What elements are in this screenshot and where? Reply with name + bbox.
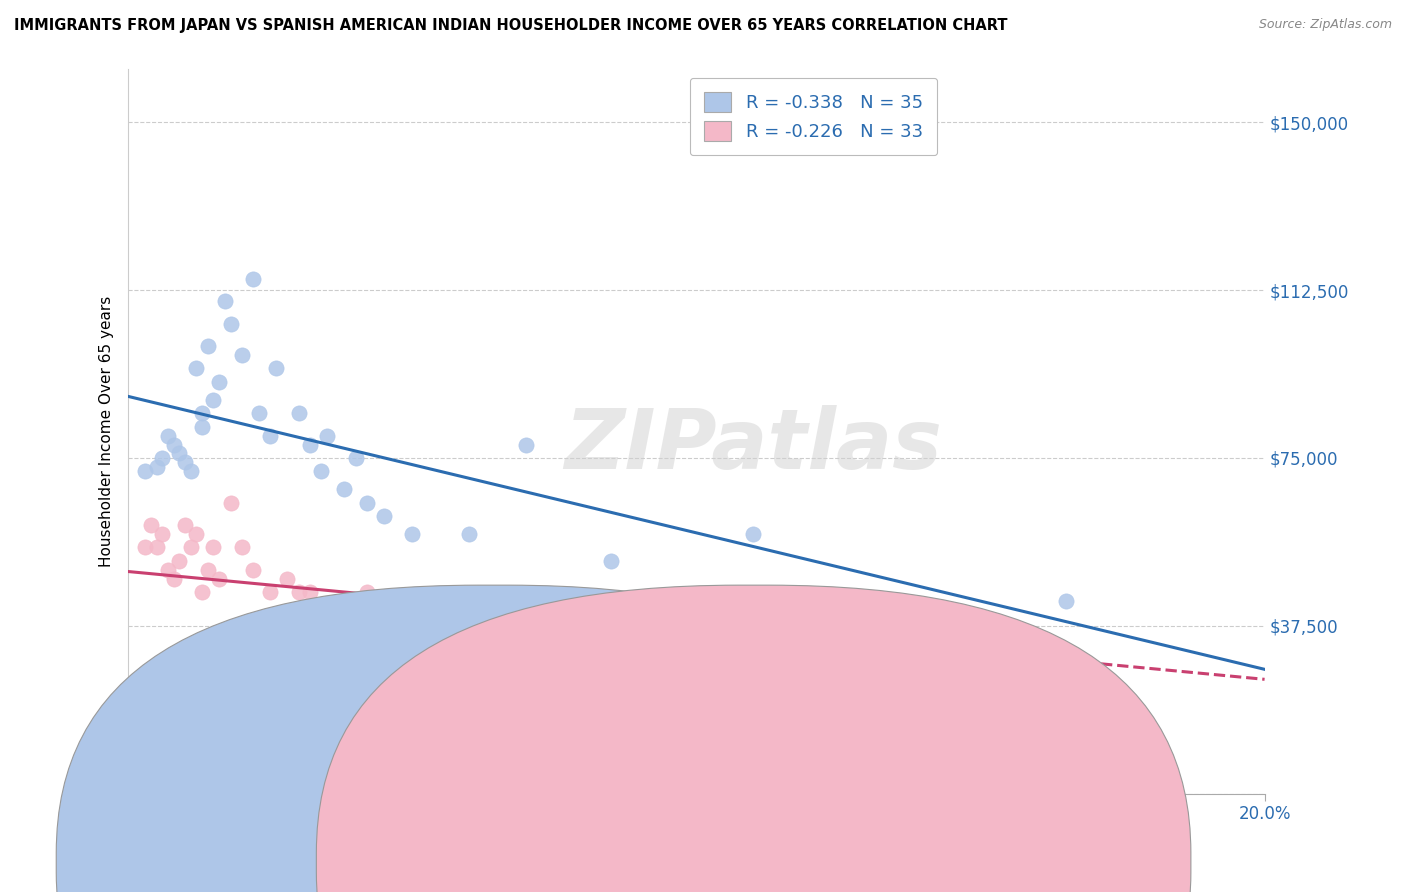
Point <box>742 527 765 541</box>
Point <box>344 450 367 465</box>
Point <box>356 585 378 599</box>
Point <box>191 419 214 434</box>
Point <box>373 509 395 524</box>
Point <box>316 616 339 631</box>
Point <box>356 496 378 510</box>
Point <box>299 437 322 451</box>
Point <box>122 742 145 756</box>
Text: ZIPatlas: ZIPatlas <box>564 405 942 486</box>
Text: IMMIGRANTS FROM JAPAN VS SPANISH AMERICAN INDIAN HOUSEHOLDER INCOME OVER 65 YEAR: IMMIGRANTS FROM JAPAN VS SPANISH AMERICA… <box>14 18 1008 33</box>
Point <box>242 272 264 286</box>
Point <box>202 541 225 555</box>
Point <box>344 607 367 622</box>
Point <box>311 464 333 478</box>
Point <box>186 527 208 541</box>
Point <box>259 585 281 599</box>
Point <box>287 406 309 420</box>
Point <box>134 541 156 555</box>
Point <box>169 446 191 460</box>
Point <box>515 437 537 451</box>
Point <box>169 554 191 568</box>
Point <box>486 599 509 613</box>
Point <box>150 527 173 541</box>
Point <box>163 572 186 586</box>
Point <box>799 599 821 613</box>
Point <box>186 361 208 376</box>
Point <box>202 392 225 407</box>
Point <box>373 616 395 631</box>
Point <box>287 585 309 599</box>
Point <box>163 437 186 451</box>
Point <box>150 450 173 465</box>
Point <box>191 406 214 420</box>
Point <box>276 572 298 586</box>
Point <box>208 572 231 586</box>
Point <box>264 361 287 376</box>
Point <box>134 464 156 478</box>
Point <box>333 599 356 613</box>
Text: Immigrants from Japan: Immigrants from Japan <box>513 855 682 870</box>
Point <box>174 518 197 533</box>
Point <box>231 348 253 362</box>
Point <box>174 455 197 469</box>
Point <box>912 616 935 631</box>
Point <box>157 563 180 577</box>
Point <box>191 585 214 599</box>
Point <box>214 294 236 309</box>
Point <box>219 496 242 510</box>
Point <box>208 375 231 389</box>
Point <box>197 563 219 577</box>
Point <box>247 406 270 420</box>
Point <box>180 541 202 555</box>
Point <box>401 527 423 541</box>
Point <box>333 483 356 497</box>
Point <box>145 541 167 555</box>
Point <box>1054 594 1077 608</box>
Y-axis label: Householder Income Over 65 years: Householder Income Over 65 years <box>100 295 114 566</box>
Point <box>543 697 565 711</box>
Point <box>316 428 339 442</box>
Text: Spanish American Indians: Spanish American Indians <box>773 855 962 870</box>
Point <box>242 563 264 577</box>
Point <box>139 518 162 533</box>
Text: Source: ZipAtlas.com: Source: ZipAtlas.com <box>1258 18 1392 31</box>
Point <box>231 541 253 555</box>
Point <box>197 339 219 353</box>
Point <box>157 428 180 442</box>
Point <box>128 674 150 689</box>
Legend: R = -0.338   N = 35, R = -0.226   N = 33: R = -0.338 N = 35, R = -0.226 N = 33 <box>690 78 938 155</box>
Point <box>219 317 242 331</box>
Point <box>145 459 167 474</box>
Point <box>259 428 281 442</box>
Point <box>600 554 623 568</box>
Point <box>458 527 481 541</box>
Point <box>180 464 202 478</box>
Point <box>299 585 322 599</box>
Point <box>401 607 423 622</box>
